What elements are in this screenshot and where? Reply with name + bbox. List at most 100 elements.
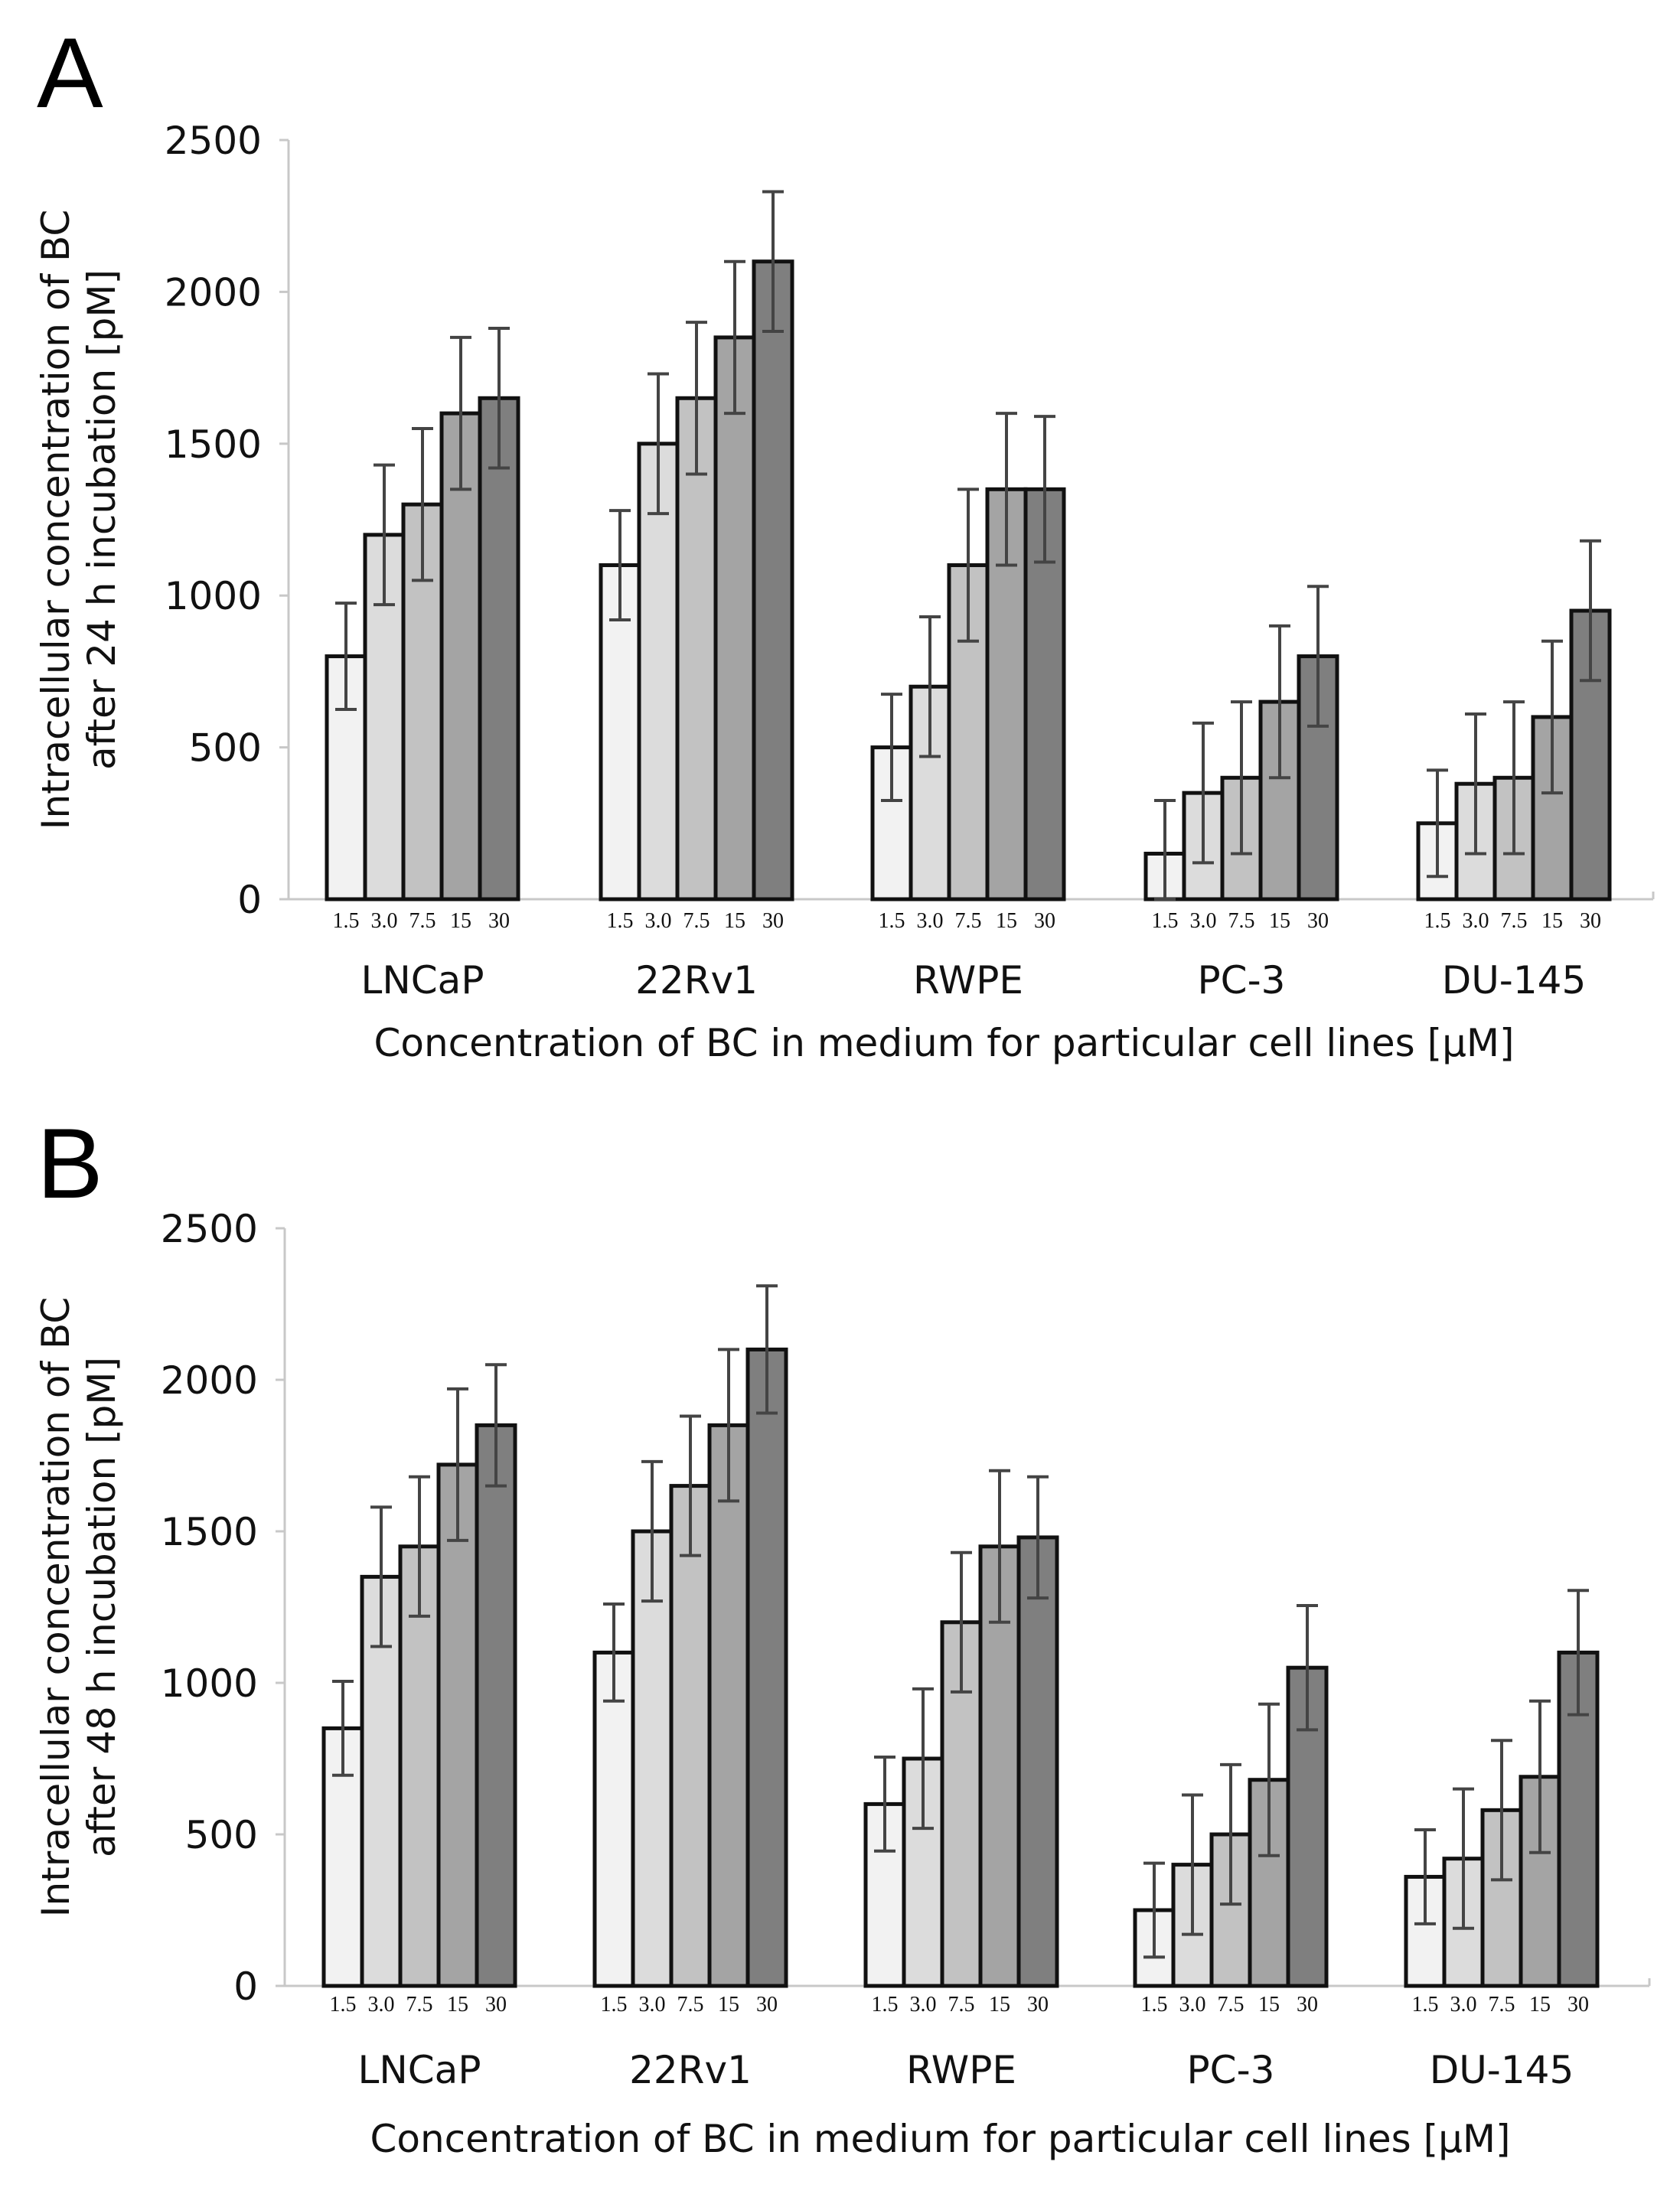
bar-group-pc-3: 1.5 3.0 7.5 15 30 PC-3 bbox=[1143, 585, 1339, 1003]
concentration-label: 3.0 bbox=[910, 1993, 937, 2017]
concentration-label: 7.5 bbox=[677, 1993, 704, 2017]
category-label: RWPE bbox=[906, 2048, 1016, 2092]
x-axis-title: Concentration of BC in medium for partic… bbox=[374, 1021, 1514, 1065]
category-label: DU-145 bbox=[1442, 958, 1587, 1003]
concentration-label: 3.0 bbox=[1190, 909, 1217, 933]
concentration-label: 30 bbox=[1027, 1993, 1049, 2017]
concentration-label: 3.0 bbox=[371, 909, 398, 933]
concentration-label: 30 bbox=[756, 1993, 778, 2017]
concentration-label: 1.5 bbox=[1424, 909, 1451, 933]
concentration-label: 7.5 bbox=[683, 909, 710, 933]
concentration-label: 7.5 bbox=[955, 909, 982, 933]
panel-letter: B bbox=[37, 1107, 103, 1219]
concentration-label: 1.5 bbox=[872, 1993, 899, 2017]
bar bbox=[398, 1544, 441, 1988]
bar bbox=[1016, 1535, 1059, 1988]
concentration-label: 7.5 bbox=[1228, 909, 1255, 933]
category-label: PC-3 bbox=[1198, 958, 1286, 1003]
concentration-label: 1.5 bbox=[607, 909, 634, 933]
category-label: PC-3 bbox=[1187, 2048, 1275, 2092]
concentration-label: 15 bbox=[996, 909, 1017, 933]
concentration-label: 15 bbox=[724, 909, 745, 933]
y-tick-label: 1500 bbox=[161, 1510, 258, 1554]
concentration-label: 1.5 bbox=[330, 1993, 357, 2017]
concentration-label: 1.5 bbox=[601, 1993, 628, 2017]
bar bbox=[1023, 487, 1066, 902]
concentration-label: 30 bbox=[1307, 909, 1329, 933]
concentration-label: 3.0 bbox=[1179, 1993, 1206, 2017]
concentration-label: 15 bbox=[1269, 909, 1290, 933]
bar bbox=[707, 1423, 750, 1988]
chart-panel-a: A 0 500 1000 1500 2000 2500 Intracellular conce… bbox=[34, 17, 1655, 1065]
bar-group-du-145: 1.5 3.0 7.5 15 30 DU-145 bbox=[1416, 539, 1612, 1003]
category-label: 22Rv1 bbox=[635, 958, 758, 1003]
category-label: 22Rv1 bbox=[629, 2048, 752, 2092]
bar bbox=[745, 1347, 788, 1988]
y-axis-title-line2: after 24 h incubation [pM] bbox=[80, 269, 124, 770]
category-label: DU-145 bbox=[1430, 2048, 1574, 2092]
bar bbox=[669, 1484, 712, 1988]
concentration-label: 3.0 bbox=[1450, 1993, 1477, 2017]
panel-letter: A bbox=[37, 17, 103, 129]
bar bbox=[436, 1462, 479, 1988]
concentration-label: 7.5 bbox=[1489, 1993, 1515, 2017]
concentration-label: 30 bbox=[1567, 1993, 1589, 2017]
concentration-label: 1.5 bbox=[1152, 909, 1179, 933]
concentration-label: 1.5 bbox=[1412, 1993, 1439, 2017]
category-label: LNCaP bbox=[361, 958, 484, 1003]
concentration-label: 30 bbox=[1297, 1993, 1318, 2017]
concentration-label: 1.5 bbox=[879, 909, 905, 933]
concentration-label: 30 bbox=[762, 909, 784, 933]
bar-group-pc-3: 1.5 3.0 7.5 15 30 PC-3 bbox=[1133, 1604, 1329, 2092]
y-axis-title-line1: Intracellular concentration of BC bbox=[34, 1297, 78, 1918]
category-label: RWPE bbox=[913, 958, 1023, 1003]
concentration-label: 15 bbox=[1529, 1993, 1551, 2017]
bar-group-rwpe: 1.5 3.0 7.5 15 30 RWPE bbox=[863, 1469, 1059, 2092]
category-label: LNCaP bbox=[358, 2048, 481, 2092]
bar bbox=[870, 745, 913, 902]
concentration-label: 3.0 bbox=[1463, 909, 1489, 933]
concentration-label: 15 bbox=[1258, 1993, 1280, 2017]
bar-group-22rv1: 1.5 3.0 7.5 15 30 22Rv1 bbox=[592, 1284, 788, 2092]
y-tick-label: 500 bbox=[189, 726, 262, 771]
concentration-label: 15 bbox=[1541, 909, 1563, 933]
y-tick-label: 2000 bbox=[165, 270, 262, 315]
concentration-label: 3.0 bbox=[917, 909, 944, 933]
y-tick-label: 0 bbox=[233, 1964, 258, 2009]
bar-group-rwpe: 1.5 3.0 7.5 15 30 RWPE bbox=[870, 412, 1066, 1003]
bar-group-lncap: 1.5 3.0 7.5 15 30 LNCaP bbox=[321, 1363, 517, 2092]
y-axis-title-line1: Intracellular concentration of BC bbox=[34, 210, 78, 830]
bar bbox=[713, 335, 756, 902]
concentration-label: 30 bbox=[488, 909, 510, 933]
concentration-label: 7.5 bbox=[1501, 909, 1528, 933]
concentration-label: 7.5 bbox=[948, 1993, 975, 2017]
y-tick-label: 2500 bbox=[161, 1207, 258, 1251]
concentration-label: 15 bbox=[447, 1993, 468, 2017]
concentration-label: 30 bbox=[1580, 909, 1601, 933]
concentration-label: 3.0 bbox=[368, 1993, 395, 2017]
y-tick-label: 1500 bbox=[165, 422, 262, 467]
concentration-label: 15 bbox=[450, 909, 471, 933]
concentration-label: 1.5 bbox=[1141, 1993, 1168, 2017]
bar bbox=[478, 396, 520, 902]
concentration-label: 7.5 bbox=[1218, 1993, 1245, 2017]
y-tick-label: 0 bbox=[237, 878, 262, 922]
chart-panel-b: B 0 500 1000 1500 2000 2500 Intracellular conce… bbox=[34, 1107, 1651, 2161]
x-axis-title: Concentration of BC in medium for partic… bbox=[370, 2117, 1510, 2161]
bar bbox=[475, 1423, 517, 1988]
bar-group-22rv1: 1.5 3.0 7.5 15 30 22Rv1 bbox=[599, 190, 794, 1003]
y-tick-label: 2000 bbox=[161, 1358, 258, 1403]
y-tick-label: 2500 bbox=[165, 119, 262, 163]
concentration-label: 7.5 bbox=[409, 909, 436, 933]
y-axis-title-line2: after 48 h incubation [pM] bbox=[80, 1357, 124, 1857]
y-tick-label: 500 bbox=[185, 1813, 258, 1857]
concentration-label: 15 bbox=[989, 1993, 1010, 2017]
concentration-label: 3.0 bbox=[645, 909, 672, 933]
concentration-label: 30 bbox=[485, 1993, 507, 2017]
bar-group-du-145: 1.5 3.0 7.5 15 30 DU-145 bbox=[1404, 1589, 1600, 2092]
bar bbox=[592, 1650, 635, 1988]
concentration-label: 7.5 bbox=[406, 1993, 433, 2017]
bar bbox=[752, 259, 794, 902]
y-tick-label: 1000 bbox=[161, 1661, 258, 1706]
